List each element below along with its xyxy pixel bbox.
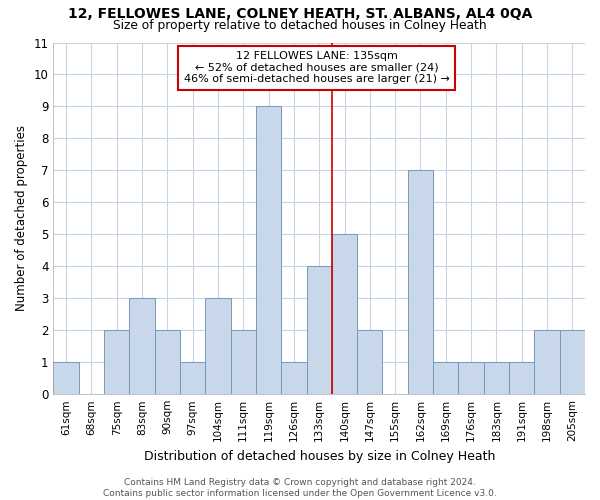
Bar [535,330,560,394]
Bar [307,266,332,394]
Bar [53,362,79,394]
Bar [230,330,256,394]
Text: Contains HM Land Registry data © Crown copyright and database right 2024.
Contai: Contains HM Land Registry data © Crown c… [103,478,497,498]
Bar [458,362,484,394]
Bar [180,362,205,394]
Bar [357,330,382,394]
Bar [560,330,585,394]
Bar [155,330,180,394]
Bar [484,362,509,394]
Text: 12 FELLOWES LANE: 135sqm
← 52% of detached houses are smaller (24)
46% of semi-d: 12 FELLOWES LANE: 135sqm ← 52% of detach… [184,52,449,84]
Bar [332,234,357,394]
X-axis label: Distribution of detached houses by size in Colney Heath: Distribution of detached houses by size … [143,450,495,462]
Bar [433,362,458,394]
Bar [408,170,433,394]
Bar [104,330,130,394]
Bar [281,362,307,394]
Text: Size of property relative to detached houses in Colney Heath: Size of property relative to detached ho… [113,18,487,32]
Bar [130,298,155,394]
Y-axis label: Number of detached properties: Number of detached properties [15,126,28,312]
Bar [205,298,230,394]
Bar [256,106,281,394]
Text: 12, FELLOWES LANE, COLNEY HEATH, ST. ALBANS, AL4 0QA: 12, FELLOWES LANE, COLNEY HEATH, ST. ALB… [68,8,532,22]
Bar [509,362,535,394]
